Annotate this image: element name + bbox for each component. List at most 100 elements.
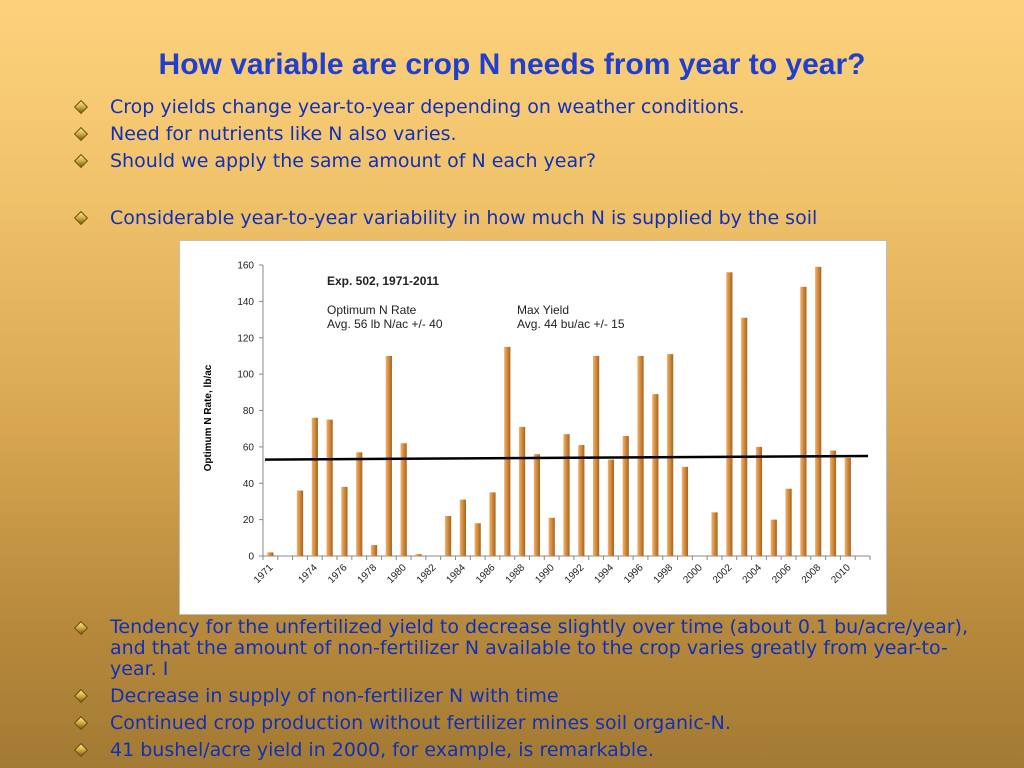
bar-2008 bbox=[815, 266, 822, 556]
bullet-text: Continued crop production without fertil… bbox=[110, 712, 731, 734]
bullet-list-top: Crop yields change year-to-year dependin… bbox=[73, 96, 974, 177]
bar-1981 bbox=[415, 554, 422, 556]
x-tick-label: 2002 bbox=[711, 562, 735, 586]
bar-1980 bbox=[400, 443, 407, 556]
bullet-text: Considerable year-to-year variability in… bbox=[110, 207, 818, 229]
chart-container: 0 20 40 60 80 100 120 140 160 1971 1974 1976 1978 19… bbox=[179, 240, 887, 615]
x-tick-label: 1978 bbox=[356, 562, 380, 586]
bar-1984 bbox=[459, 499, 466, 556]
diamond-bullet-icon bbox=[73, 742, 89, 758]
bar-2010 bbox=[844, 457, 851, 556]
bar-1992 bbox=[578, 445, 585, 556]
y-axis: 0 20 40 60 80 100 120 140 160 bbox=[237, 261, 264, 563]
x-tick-label: 1992 bbox=[563, 562, 587, 586]
slide-title: How variable are crop N needs from year … bbox=[158, 48, 866, 81]
diamond-bullet-icon bbox=[73, 715, 89, 731]
bar-1988 bbox=[518, 426, 526, 556]
x-tick-label: 1974 bbox=[296, 562, 320, 586]
bullet-item: Should we apply the same amount of N eac… bbox=[73, 150, 974, 172]
bar-1971 bbox=[267, 552, 274, 556]
bullet-text: Decrease in supply of non-fertilizer N w… bbox=[110, 685, 559, 707]
bar-1990 bbox=[548, 517, 555, 556]
trend-line-group bbox=[264, 454, 869, 461]
y-axis-label: Optimum N Rate, lb/ac bbox=[203, 364, 214, 471]
bullet-item: Continued crop production without fertil… bbox=[73, 712, 974, 734]
bullet-text: Should we apply the same amount of N eac… bbox=[110, 150, 597, 172]
bar-1991 bbox=[563, 434, 570, 556]
x-tick-label: 1996 bbox=[622, 562, 646, 586]
optimum-n-value: Avg. 56 lb N/ac +/- 40 bbox=[327, 317, 443, 331]
y-tick-label: 140 bbox=[237, 297, 254, 308]
bullet-list-mid: Considerable year-to-year variability in… bbox=[73, 207, 974, 229]
x-tick-label: 1990 bbox=[533, 562, 557, 586]
bullet-item: Need for nutrients like N also varies. bbox=[73, 123, 974, 145]
bar-2004 bbox=[755, 446, 763, 556]
x-tick-label: 1976 bbox=[326, 562, 350, 586]
diamond-bullet-icon bbox=[73, 153, 89, 169]
bullet-item: Decrease in supply of non-fertilizer N w… bbox=[73, 685, 974, 707]
y-tick-label: 160 bbox=[237, 261, 254, 272]
bullet-text: Crop yields change year-to-year dependin… bbox=[110, 96, 745, 118]
bar-1997 bbox=[652, 394, 659, 556]
bar-1975 bbox=[326, 419, 333, 556]
x-tick-label: 1988 bbox=[504, 562, 528, 586]
bar-1999 bbox=[681, 466, 689, 556]
y-tick-label: 40 bbox=[243, 479, 255, 490]
x-tick-label: 1984 bbox=[444, 562, 468, 586]
bar-2002 bbox=[726, 272, 733, 556]
bar-1989 bbox=[533, 454, 540, 556]
diamond-bullet-icon bbox=[73, 688, 89, 704]
bullet-text: 41 bushel/acre yield in 2000, for exampl… bbox=[110, 739, 654, 761]
bar-1979 bbox=[385, 355, 392, 556]
x-tick-label: 1998 bbox=[652, 562, 676, 586]
x-tick-label: 2010 bbox=[829, 562, 853, 586]
max-yield-value: Avg. 44 bu/ac +/- 15 bbox=[517, 317, 625, 331]
x-tick-label: 1982 bbox=[415, 562, 439, 586]
x-tick-label: 2006 bbox=[770, 562, 794, 586]
x-tick-label: 1980 bbox=[385, 562, 409, 586]
bullet-text: Need for nutrients like N also varies. bbox=[110, 123, 457, 145]
bar-2001 bbox=[711, 512, 718, 556]
diamond-bullet-icon bbox=[73, 126, 89, 142]
optimum-n-label: Optimum N Rate bbox=[327, 303, 417, 317]
bar-1986 bbox=[489, 492, 496, 556]
x-tick-label: 1994 bbox=[593, 562, 617, 586]
bar-1994 bbox=[607, 459, 615, 556]
bar-1976 bbox=[341, 486, 348, 556]
bar-1985 bbox=[474, 523, 481, 556]
bar-1983 bbox=[444, 515, 452, 556]
bar-series bbox=[267, 266, 851, 556]
bar-1978 bbox=[370, 545, 378, 556]
x-tick-label: 2004 bbox=[741, 562, 765, 586]
bullet-list-bottom: Tendency for the unfertilized yield to d… bbox=[73, 616, 974, 766]
trend-line bbox=[264, 454, 869, 461]
y-tick-label: 80 bbox=[243, 406, 255, 417]
bullet-item: Crop yields change year-to-year dependin… bbox=[73, 96, 974, 118]
chart-title: Exp. 502, 1971-2011 bbox=[327, 274, 440, 288]
diamond-bullet-icon bbox=[73, 210, 89, 226]
y-tick-label: 100 bbox=[237, 370, 254, 381]
diamond-bullet-icon bbox=[73, 99, 89, 115]
bar-1974 bbox=[311, 417, 318, 556]
bullet-item: 41 bushel/acre yield in 2000, for exampl… bbox=[73, 739, 974, 761]
bar-1973 bbox=[296, 490, 304, 556]
bar-1996 bbox=[637, 355, 644, 556]
bar-2003 bbox=[741, 317, 748, 556]
bar-2006 bbox=[785, 488, 792, 556]
y-tick-label: 120 bbox=[237, 333, 254, 344]
bar-1987 bbox=[504, 346, 511, 556]
y-tick-label: 0 bbox=[248, 552, 254, 563]
bullet-item: Tendency for the unfertilized yield to d… bbox=[73, 616, 974, 680]
x-tick-label: 1986 bbox=[474, 562, 498, 586]
bar-1977 bbox=[356, 452, 363, 556]
bar-2005 bbox=[770, 519, 777, 556]
x-tick-label: 2000 bbox=[681, 562, 705, 586]
diamond-bullet-icon bbox=[73, 620, 89, 636]
bullet-text: Tendency for the unfertilized yield to d… bbox=[110, 616, 968, 680]
bar-1998 bbox=[667, 354, 674, 556]
bullet-item: Considerable year-to-year variability in… bbox=[73, 207, 974, 229]
bar-1995 bbox=[622, 435, 629, 556]
bar-2009 bbox=[829, 450, 837, 556]
y-tick-label: 60 bbox=[243, 442, 255, 453]
